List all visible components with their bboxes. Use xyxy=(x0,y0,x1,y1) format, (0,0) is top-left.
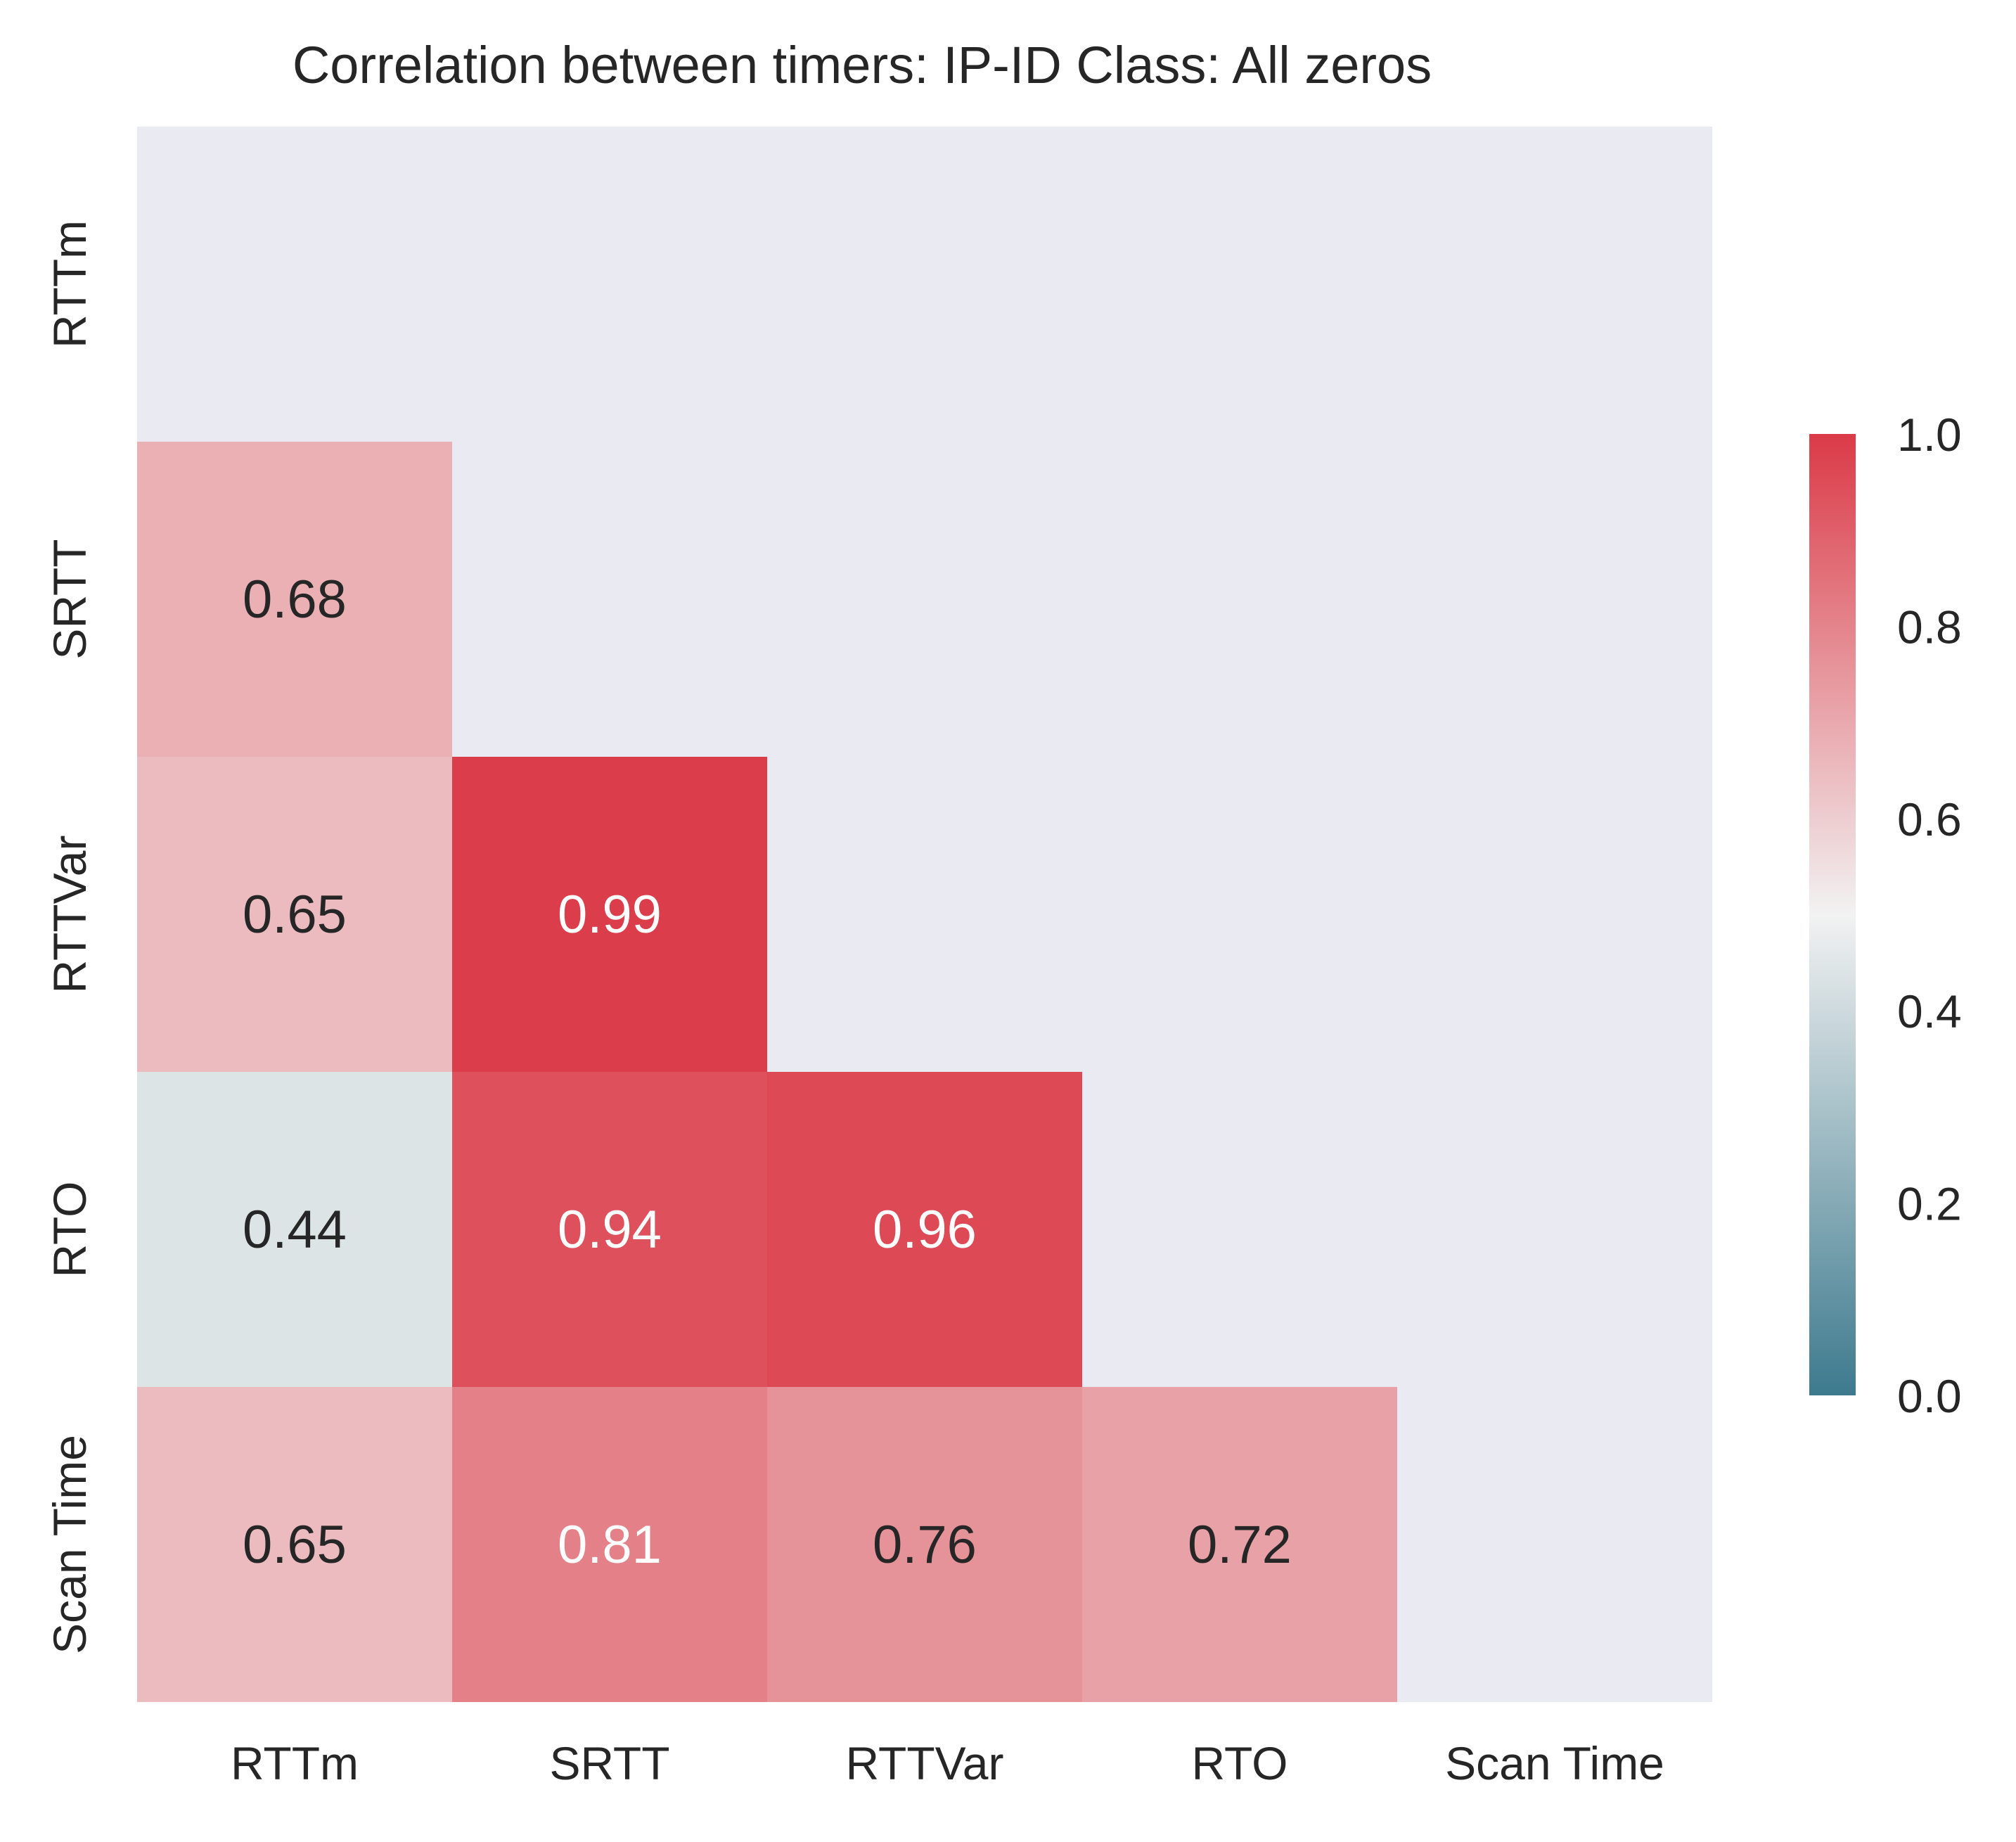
heatmap-cell xyxy=(1082,1387,1397,1702)
heatmap-cell xyxy=(137,442,452,757)
cell-value-label: 0.68 xyxy=(243,570,347,629)
x-tick-label: Scan Time xyxy=(1445,1737,1664,1789)
x-tick-labels: RTTm SRTT RTTVar RTO Scan Time xyxy=(231,1737,1664,1789)
heatmap-cell xyxy=(767,1387,1082,1702)
y-tick-label: RTTVar xyxy=(44,836,96,994)
colorbar xyxy=(1809,434,1856,1395)
heatmap-cells: 0.68 0.65 0.99 0.44 0.94 0.96 0.65 0.81 0.76 0.72 xyxy=(137,442,1397,1702)
colorbar-tick-labels: 0.0 0.2 0.4 0.6 0.8 1.0 xyxy=(1897,409,1962,1422)
y-tick-labels: RTTm SRTT RTTVar RTO Scan Time xyxy=(44,220,96,1654)
cell-value-label: 0.96 xyxy=(873,1200,977,1260)
colorbar-tick-label: 0.4 xyxy=(1897,985,1962,1037)
cell-value-label: 0.65 xyxy=(243,1515,347,1575)
cell-value-label: 0.76 xyxy=(873,1515,977,1575)
heatmap-cell xyxy=(767,1072,1082,1387)
colorbar-tick-label: 0.0 xyxy=(1897,1370,1962,1422)
colorbar-tick-label: 0.8 xyxy=(1897,601,1962,653)
heatmap-cell xyxy=(452,1387,767,1702)
heatmap-cell xyxy=(137,757,452,1072)
heatmap-cell xyxy=(452,757,767,1072)
y-tick-label: SRTT xyxy=(44,539,96,659)
colorbar-tick-label: 0.6 xyxy=(1897,793,1962,845)
y-tick-label: Scan Time xyxy=(44,1435,96,1654)
cell-value-label: 0.44 xyxy=(243,1200,347,1260)
x-tick-label: SRTT xyxy=(549,1737,669,1789)
cell-value-label: 0.65 xyxy=(243,885,347,945)
colorbar-tick-label: 0.2 xyxy=(1897,1178,1962,1230)
y-tick-label: RTO xyxy=(44,1182,96,1278)
heatmap-cell xyxy=(452,1072,767,1387)
cell-value-label: 0.81 xyxy=(558,1515,662,1575)
x-tick-label: RTTm xyxy=(231,1737,359,1789)
chart-title: Correlation between timers: IP-ID Class:… xyxy=(293,36,1432,94)
x-tick-label: RTTVar xyxy=(846,1737,1004,1789)
cell-value-label: 0.99 xyxy=(558,885,662,945)
x-tick-label: RTO xyxy=(1192,1737,1288,1789)
y-tick-label: RTTm xyxy=(44,220,96,348)
heatmap-cell xyxy=(137,1387,452,1702)
colorbar-tick-label: 1.0 xyxy=(1897,409,1962,461)
cell-value-label: 0.72 xyxy=(1188,1515,1292,1575)
cell-value-label: 0.94 xyxy=(558,1200,662,1260)
heatmap-cell xyxy=(137,1072,452,1387)
